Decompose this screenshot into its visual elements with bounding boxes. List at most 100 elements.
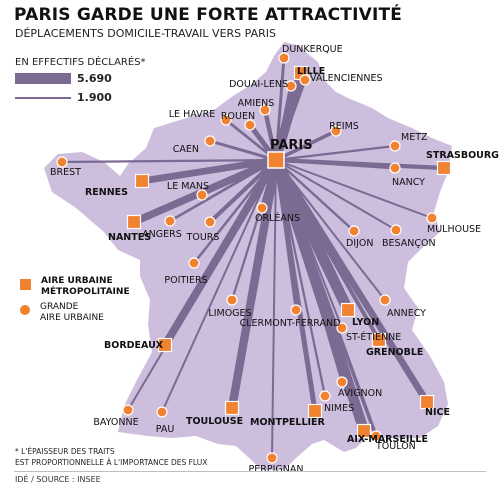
city-label-rouen: ROUEN [221,111,255,122]
marker-toulouse [224,400,240,416]
city-label-grenoble: GRENOBLE [366,347,423,358]
city-label-annecy: ANNECY [387,308,426,319]
marker-le-mans [196,189,208,201]
marker-besancon [390,224,402,236]
city-label-lyon: LYON [352,317,379,328]
city-label-pau: PAU [156,424,175,435]
marker-douai-lens [285,80,297,92]
flow-line-pau [161,159,277,413]
flow-line-rennes [138,156,280,185]
legend-grande: GRANDE AIRE URBAINE [19,302,104,324]
flow-line-brest [60,158,278,164]
city-label-besancon: BESANÇON [382,238,436,249]
legend-title: EN EFFECTIFS DÉCLARÉS* [15,57,146,68]
legend-metro: AIRE URBAINE MÉTROPOLITAINE [19,276,130,298]
city-label-douai-lens: DOUAI-LENS [229,79,288,90]
marker-nantes [126,214,142,230]
marker-rennes [134,173,150,189]
city-label-mulhouse: MULHOUSE [427,224,481,235]
flow-line-aix-marseille [270,154,370,437]
marker-le-havre [220,114,232,126]
marker-pau [156,406,168,418]
marker-caen [204,135,216,147]
circle-marker-icon [19,304,31,316]
marker-lyon [340,302,356,318]
marker-angers [164,215,176,227]
city-label-dijon: DIJON [346,238,374,249]
city-label-brest: BREST [50,167,81,178]
marker-bordeaux [157,337,173,353]
city-label-le-mans: LE MANS [167,181,209,192]
flow-line-tours [207,157,279,225]
city-label-paris: PARIS [270,138,313,153]
legend-thin-line [15,96,71,99]
city-label-bayonne: BAYONNE [93,417,138,428]
city-label-clermont-ferrand: CLERMONT-FERRAND [240,318,341,329]
legend-thick-line [15,73,71,84]
flow-line-dijon [274,158,356,233]
marker-valenciennes [299,74,311,86]
flow-line-reims [274,129,338,162]
marker-annecy [379,294,391,306]
city-label-montpellier: MONTPELLIER [250,417,326,428]
footer-divider [14,471,486,472]
legend-min-value: 1.900 [77,91,112,104]
city-label-orleans: ORLÉANS [255,212,300,224]
marker-clermont-ferrand [290,304,302,316]
flow-lines [60,56,447,459]
marker-limoges [226,294,238,306]
city-label-perpignan: PERPIGNAN [249,464,304,475]
marker-poitiers [188,257,200,269]
marker-rouen [244,119,256,131]
marker-perpignan [266,452,278,464]
marker-dunkerque [278,52,290,64]
city-label-strasbourg: STRASBOURG [426,150,499,161]
marker-aix-marseille [356,423,372,439]
marker-nice [419,394,435,410]
city-label-toulon: TOULON [375,441,416,452]
marker-dijon [348,225,360,237]
flow-line-mulhouse [275,159,433,219]
marker-reims [330,125,342,137]
page-title: PARIS GARDE UNE FORTE ATTRACTIVITÉ [14,5,403,25]
city-label-toulouse: TOULOUSE [186,416,243,427]
marker-amiens [259,104,271,116]
page-subtitle: DÉPLACEMENTS DOMICILE-TRAVAIL VERS PARIS [15,27,276,40]
city-label-dunkerque: DUNKERQUE [282,44,343,55]
marker-montpellier [307,403,323,419]
legend-metro-label: AIRE URBAINE MÉTROPOLITAINE [41,276,130,297]
marker-strasbourg [436,160,452,176]
city-label-avignon: AVIGNON [338,388,382,399]
city-label-aix-marseille: AIX-MARSEILLE [347,434,428,445]
flow-line-lyon [270,154,354,316]
square-marker-icon [19,278,32,291]
marker-tours [204,216,216,228]
flow-line-lille [271,68,306,165]
source-credit: IDÉ / SOURCE : INSEE [15,475,101,484]
city-label-caen: CAEN [173,144,199,155]
city-label-angers: ANGERS [142,229,182,240]
city-markers [56,52,452,464]
flow-line-metz [274,144,397,162]
flow-line-besancon [275,159,397,231]
footnote: * L'ÉPAISSEUR DES TRAITS EST PROPORTIONN… [15,447,208,467]
city-label-poitiers: POITIERS [164,275,207,286]
flow-line-toulouse [227,155,281,413]
flow-line-montpellier [273,157,318,414]
legend-grande-label: GRANDE AIRE URBAINE [40,302,104,323]
city-label-amiens: AMIENS [238,98,275,109]
flow-line-perpignan [271,159,277,459]
legend-max-flow: 5.690 [15,72,112,85]
legend-min-flow: 1.900 [15,91,112,104]
city-label-nice: NICE [425,407,450,418]
city-label-tours: TOURS [186,232,220,243]
city-label-nantes: NANTES [108,232,151,243]
city-label-st-etienne: ST-ÉTIENNE [346,331,401,343]
city-label-bordeaux: BORDEAUX [104,340,164,351]
marker-toulon [370,430,382,442]
city-label-lille: LILLE [297,66,325,77]
marker-metz [389,140,401,152]
marker-paris [267,151,285,169]
